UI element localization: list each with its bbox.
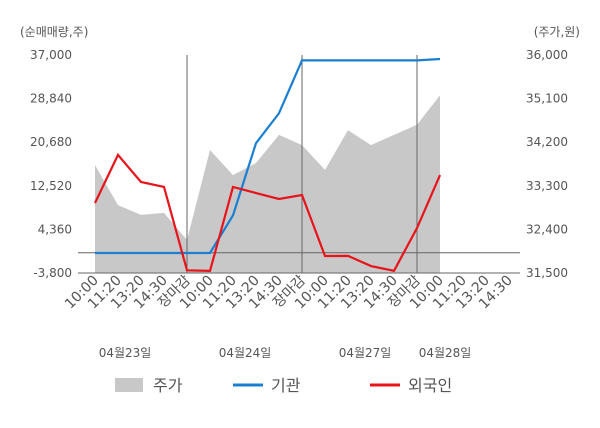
y2-unit-label: (주가,원)	[534, 25, 580, 39]
series-line	[94, 152, 442, 273]
y2-tick-label: 33,300	[526, 179, 568, 193]
price-area	[95, 95, 440, 273]
y2-tick-label: 36,000	[526, 48, 568, 62]
date-label: 04월27일	[339, 346, 392, 360]
y-tick-label: 20,680	[30, 135, 72, 149]
y-tick-label: 37,000	[30, 48, 72, 62]
legend-label: 외국인	[408, 376, 452, 395]
series-line	[95, 57, 441, 255]
y-unit-label: (순매매량,주)	[20, 25, 88, 39]
legend-label: 주가	[153, 376, 183, 395]
y-tick-label: -3,800	[33, 266, 72, 280]
date-label: 04월23일	[99, 346, 152, 360]
legend-label: 기관	[271, 376, 301, 395]
legend-swatch	[115, 378, 143, 392]
y2-tick-label: 35,100	[526, 92, 568, 106]
y-tick-label: 4,360	[38, 222, 72, 236]
date-label: 04월28일	[419, 346, 472, 360]
y-tick-label: 28,840	[30, 92, 72, 106]
y2-tick-label: 34,200	[526, 135, 568, 149]
y2-tick-label: 31,500	[526, 266, 568, 280]
y2-tick-label: 32,400	[526, 222, 568, 236]
y-tick-label: 12,520	[30, 179, 72, 193]
date-label: 04월24일	[219, 346, 272, 360]
